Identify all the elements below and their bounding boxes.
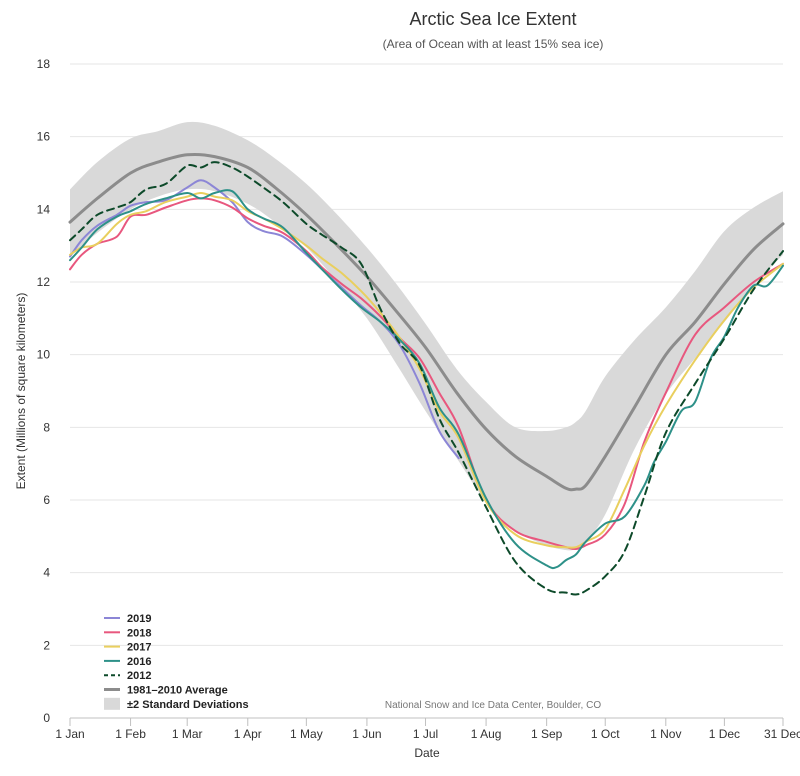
y-tick-label: 4 bbox=[43, 566, 50, 580]
series-line-2016[interactable] bbox=[69, 189, 784, 570]
legend-item[interactable]: 2016 bbox=[104, 656, 151, 668]
series-line-1981-2010-average[interactable] bbox=[68, 152, 785, 492]
chart-subtitle: (Area of Ocean with at least 15% sea ice… bbox=[383, 37, 604, 51]
x-tick-label: 1 Apr bbox=[234, 727, 262, 741]
std-dev-band bbox=[70, 121, 783, 551]
x-tick-label: 1 Oct bbox=[591, 727, 620, 741]
legend[interactable]: 2019 2018 2017 2016 2012 1981–2010 Average ±2 … bbox=[104, 613, 249, 711]
legend-label: 2017 bbox=[127, 642, 151, 654]
legend-label: 2016 bbox=[127, 656, 151, 668]
y-tick-label: 6 bbox=[43, 493, 50, 507]
legend-label: 1981–2010 Average bbox=[127, 685, 228, 697]
chart-credit: National Snow and Ice Data Center, Bould… bbox=[385, 700, 601, 711]
x-tick-label: 1 Mar bbox=[172, 727, 203, 741]
y-tick-label: 10 bbox=[37, 348, 51, 362]
x-tick-label: 1 Jul bbox=[413, 727, 438, 741]
legend-label: 2012 bbox=[127, 670, 151, 682]
x-tick-label: 31 Dec bbox=[764, 727, 800, 741]
legend-item[interactable]: 2012 bbox=[104, 670, 151, 682]
std-dev-band-layer bbox=[70, 121, 783, 551]
x-tick-label: 1 Sep bbox=[531, 727, 563, 741]
legend-swatch bbox=[104, 697, 120, 710]
y-tick-label: 0 bbox=[43, 711, 50, 725]
y-axis-title: Extent (Millions of square kilometers) bbox=[14, 293, 28, 490]
legend-item[interactable]: 2017 bbox=[104, 642, 151, 654]
y-tick-label: 18 bbox=[37, 57, 51, 71]
x-tick-label: 1 May bbox=[290, 727, 323, 741]
series-line-2017[interactable] bbox=[69, 192, 784, 549]
legend-item[interactable]: ±2 Standard Deviations bbox=[104, 697, 249, 711]
y-tick-label: 16 bbox=[37, 130, 51, 144]
y-tick-label: 8 bbox=[43, 420, 50, 434]
legend-label: ±2 Standard Deviations bbox=[127, 699, 249, 711]
chart-title: Arctic Sea Ice Extent bbox=[409, 9, 576, 29]
legend-label: 2018 bbox=[127, 627, 151, 639]
x-axis-title: Date bbox=[414, 746, 440, 760]
legend-item[interactable]: 1981–2010 Average bbox=[104, 685, 228, 697]
y-tick-label: 2 bbox=[43, 638, 50, 652]
x-tick-label: 1 Jan bbox=[55, 727, 84, 741]
y-tick-label: 14 bbox=[37, 202, 51, 216]
x-tick-label: 1 Dec bbox=[709, 727, 740, 741]
legend-item[interactable]: 2018 bbox=[104, 627, 151, 639]
x-tick-label: 1 Nov bbox=[650, 727, 681, 741]
legend-item[interactable]: 2019 bbox=[104, 613, 151, 625]
series-line-2018[interactable] bbox=[69, 197, 784, 551]
series-layer bbox=[68, 152, 785, 596]
series-line-2012[interactable] bbox=[69, 161, 784, 596]
legend-label: 2019 bbox=[127, 613, 151, 625]
axes-layer: 0 2 4 6 8 10 12 14 16 18 1 Jan 1 Feb 1 Mar 1 Apr 1 May… bbox=[37, 57, 800, 741]
x-tick-label: 1 Jun bbox=[352, 727, 381, 741]
y-tick-label: 12 bbox=[37, 275, 51, 289]
x-tick-label: 1 Aug bbox=[471, 727, 502, 741]
x-tick-label: 1 Feb bbox=[115, 727, 146, 741]
